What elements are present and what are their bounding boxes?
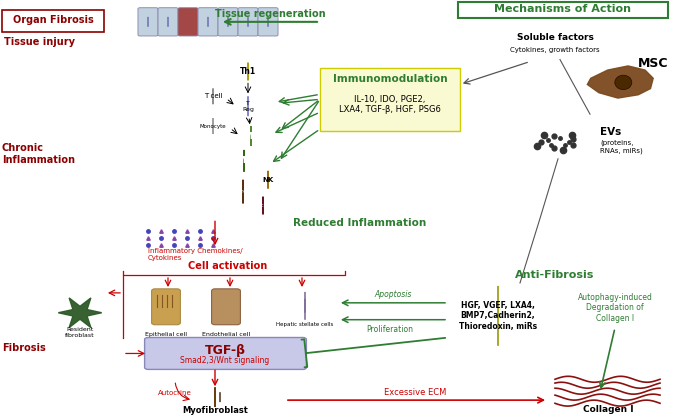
Text: Organ Fibrosis: Organ Fibrosis xyxy=(13,15,94,25)
Text: Monocyte: Monocyte xyxy=(200,124,226,129)
FancyBboxPatch shape xyxy=(151,289,181,325)
Text: Inflammatory Chemokines/
Cytokines: Inflammatory Chemokines/ Cytokines xyxy=(148,248,242,261)
FancyBboxPatch shape xyxy=(2,10,104,32)
Text: Resident
fibroblast: Resident fibroblast xyxy=(65,327,95,338)
Text: Cell activation: Cell activation xyxy=(188,261,268,271)
Text: Neutrophil: Neutrophil xyxy=(229,189,257,194)
FancyBboxPatch shape xyxy=(458,2,668,18)
FancyBboxPatch shape xyxy=(198,8,218,36)
Text: Soluble factors: Soluble factors xyxy=(517,33,593,42)
Text: (proteins,
RNAs, miRs): (proteins, RNAs, miRs) xyxy=(600,140,643,154)
Text: Tissue regeneration: Tissue regeneration xyxy=(215,9,325,19)
Text: Apoptosis: Apoptosis xyxy=(374,290,411,299)
Text: Fibrosis: Fibrosis xyxy=(2,342,45,352)
Text: EVs: EVs xyxy=(600,127,621,137)
Text: TGF-β: TGF-β xyxy=(204,344,246,357)
Text: MSC: MSC xyxy=(638,57,668,71)
Text: M1: M1 xyxy=(238,156,251,165)
FancyBboxPatch shape xyxy=(212,289,240,325)
Text: Mechanisms of Action: Mechanisms of Action xyxy=(494,4,631,14)
Text: Epithelial cell: Epithelial cell xyxy=(145,332,187,337)
Text: Cytokines, growth factors: Cytokines, growth factors xyxy=(510,46,600,53)
FancyBboxPatch shape xyxy=(320,68,460,131)
Text: Myofibroblast: Myofibroblast xyxy=(182,405,248,415)
Ellipse shape xyxy=(615,75,631,90)
Text: Th1: Th1 xyxy=(240,67,256,76)
FancyBboxPatch shape xyxy=(258,8,278,36)
Text: Smad2,3/Wnt signaling: Smad2,3/Wnt signaling xyxy=(181,356,270,365)
Polygon shape xyxy=(587,66,653,98)
Text: T
Reg: T Reg xyxy=(242,101,254,112)
Text: Excessive ECM: Excessive ECM xyxy=(384,388,446,397)
Text: Immunomodulation: Immunomodulation xyxy=(333,74,447,84)
Text: T cell: T cell xyxy=(204,93,222,99)
Text: Hepatic stellate cells: Hepatic stellate cells xyxy=(276,322,333,327)
Text: Tissue injury: Tissue injury xyxy=(4,37,75,47)
FancyBboxPatch shape xyxy=(145,337,306,369)
Text: Reduced Inflammation: Reduced Inflammation xyxy=(293,218,426,228)
Text: HGF, VGEF, LXA4,
BMP7,Cadherin2,
Thioredoxin, miRs: HGF, VGEF, LXA4, BMP7,Cadherin2, Thiored… xyxy=(459,301,537,331)
FancyBboxPatch shape xyxy=(218,8,238,36)
FancyBboxPatch shape xyxy=(178,8,198,36)
FancyBboxPatch shape xyxy=(138,8,158,36)
FancyBboxPatch shape xyxy=(238,8,258,36)
Text: Autocrine: Autocrine xyxy=(158,390,192,396)
Text: M2: M2 xyxy=(244,132,257,141)
Text: Anti-Fibrosis: Anti-Fibrosis xyxy=(515,270,595,280)
Polygon shape xyxy=(58,298,102,327)
Text: B cell: B cell xyxy=(255,203,272,208)
Text: Autophagy-induced
Degradation of
Collagen I: Autophagy-induced Degradation of Collage… xyxy=(578,293,653,323)
Text: Endothelial cell: Endothelial cell xyxy=(202,332,250,337)
Text: IL-10, IDO, PGE2,
LXA4, TGF-β, HGF, PSG6: IL-10, IDO, PGE2, LXA4, TGF-β, HGF, PSG6 xyxy=(339,95,441,114)
FancyBboxPatch shape xyxy=(158,8,178,36)
Text: Chronic
Inflammation: Chronic Inflammation xyxy=(2,143,75,165)
Text: Collagen I: Collagen I xyxy=(583,405,634,414)
Text: NK: NK xyxy=(262,177,274,183)
Text: Proliferation: Proliferation xyxy=(367,325,414,334)
